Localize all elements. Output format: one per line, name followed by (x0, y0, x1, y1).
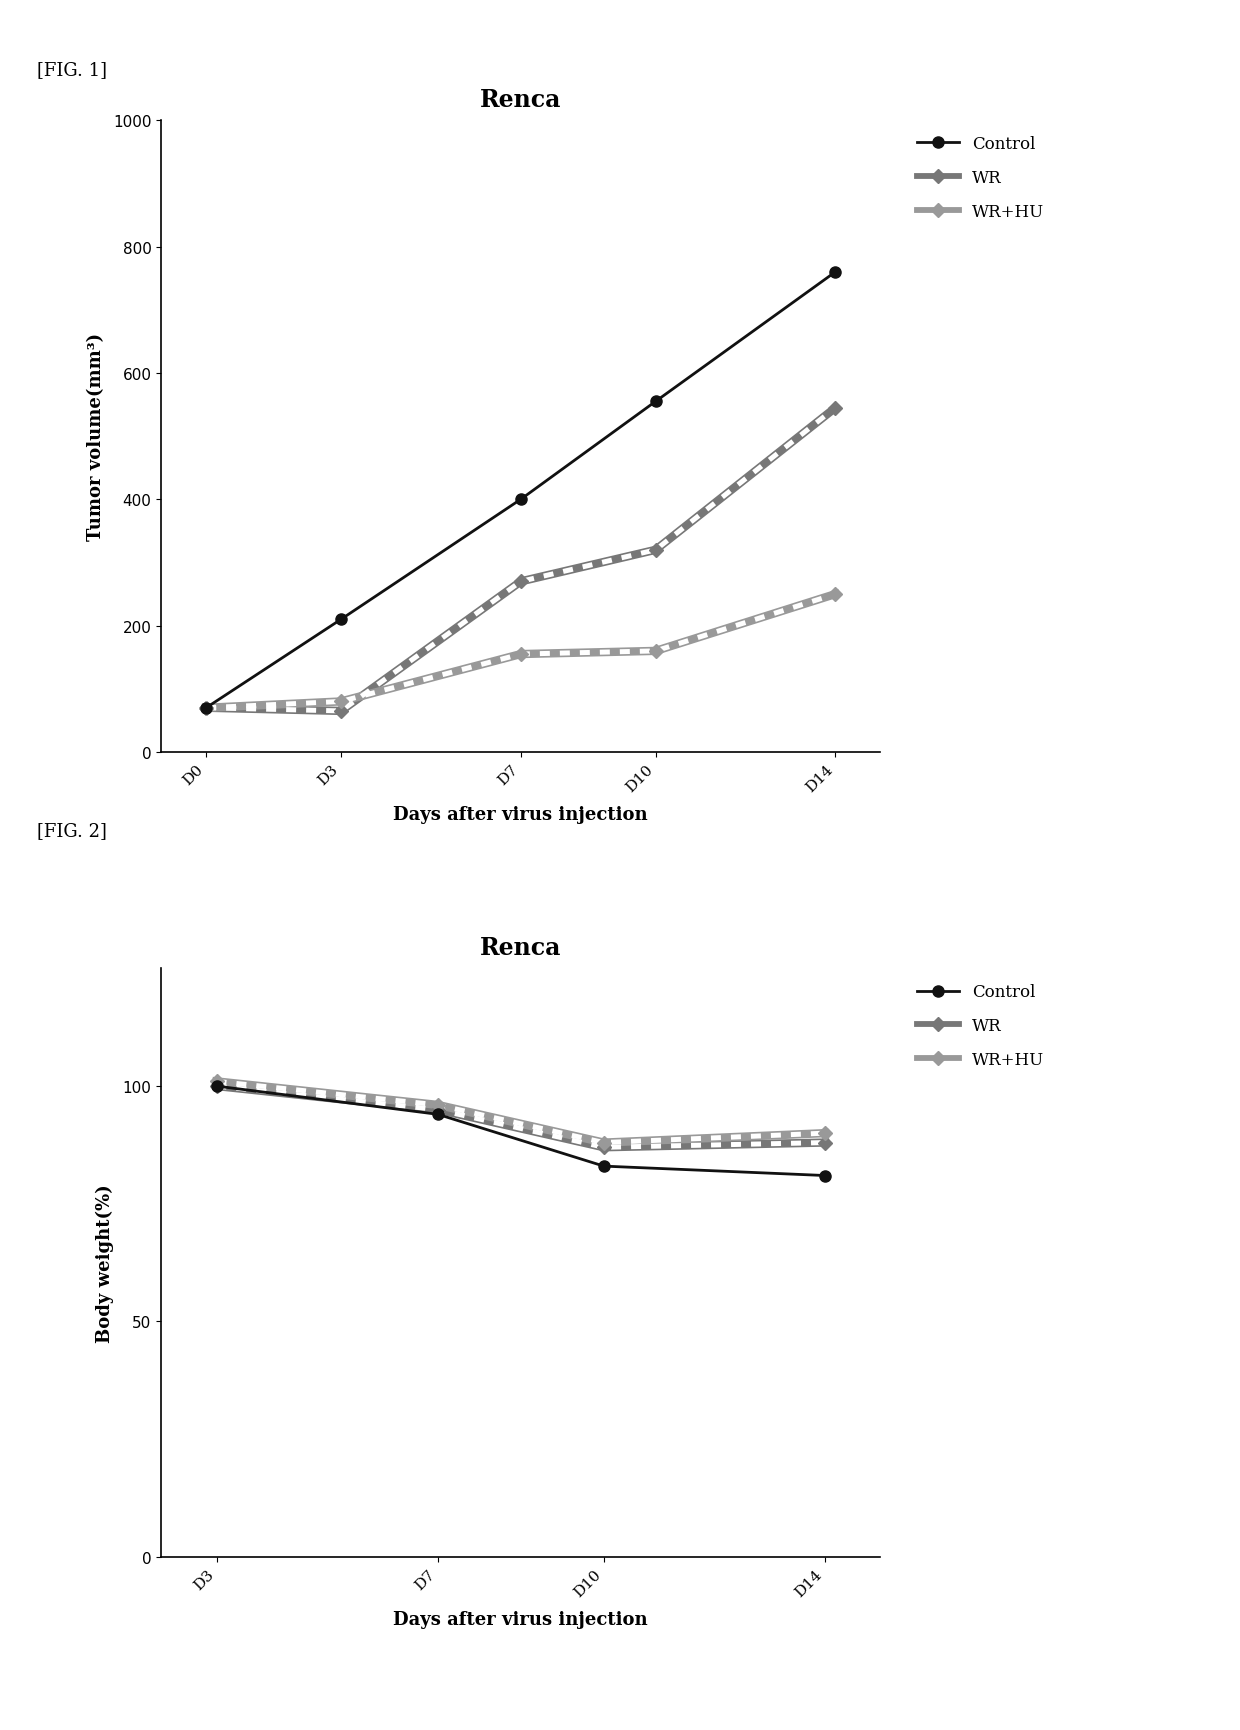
Y-axis label: Body weight(%): Body weight(%) (95, 1183, 114, 1342)
Title: Renca: Renca (480, 88, 562, 112)
Y-axis label: Tumor volume(mm³): Tumor volume(mm³) (87, 332, 104, 541)
Legend: Control, WR, WR+HU: Control, WR, WR+HU (910, 977, 1050, 1074)
Text: [FIG. 1]: [FIG. 1] (37, 61, 107, 78)
Text: [FIG. 2]: [FIG. 2] (37, 822, 107, 839)
X-axis label: Days after virus injection: Days after virus injection (393, 806, 649, 823)
X-axis label: Days after virus injection: Days after virus injection (393, 1611, 649, 1628)
Title: Renca: Renca (480, 936, 562, 960)
Legend: Control, WR, WR+HU: Control, WR, WR+HU (910, 130, 1050, 227)
